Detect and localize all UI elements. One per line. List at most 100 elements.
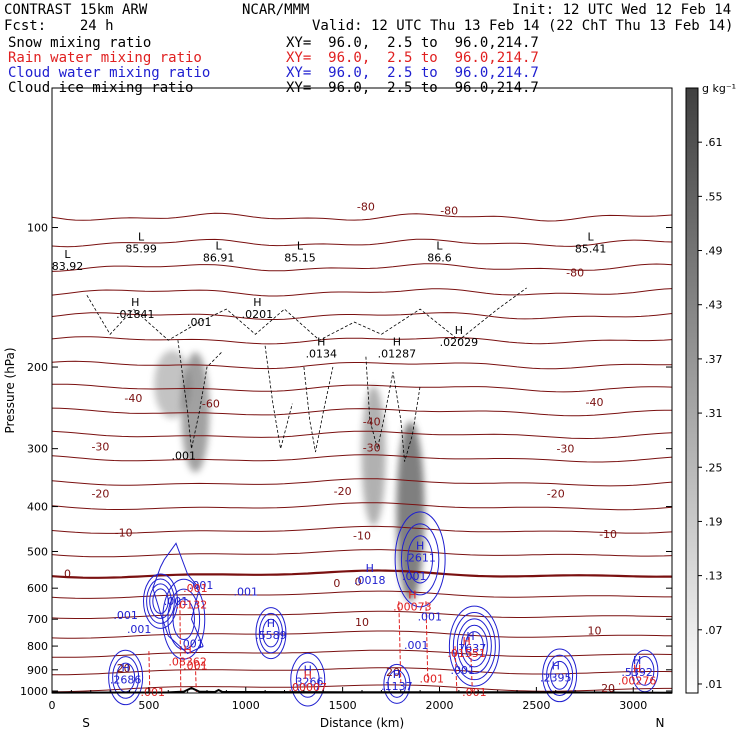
temperature-label-20: 10 — [355, 616, 369, 629]
temperature-label-8: -30 — [91, 441, 109, 454]
rain-water-extremum-type-4: H — [304, 669, 312, 682]
cloud-water-contour-3-2 — [400, 523, 440, 596]
rain-water-contour-3 — [194, 665, 197, 693]
x-tick-label-1: 0 — [49, 699, 56, 712]
snow-ice-extremum-type-10: H — [393, 335, 401, 348]
temperature-label-14: -10 — [115, 526, 133, 539]
cloud-water-contour-4-2 — [258, 612, 284, 654]
snow-ice-extremum-type-8: H — [253, 296, 261, 309]
snow-ice-extremum-value-6: 85.41 — [575, 243, 607, 256]
x-tick-label-6: 2500 — [522, 699, 550, 712]
x-tick-label-7: 3000 — [619, 699, 647, 712]
snow-shade-plume-3 — [361, 385, 386, 526]
cloud-water-contour-5-1 — [448, 605, 500, 687]
snow-ice-extremum-type-9: H — [317, 335, 325, 348]
snow-ice-extremum-type-7: H — [131, 296, 139, 309]
colorbar-tick-label-7: .37 — [705, 353, 723, 366]
cloud-water-extremum-value-8: .2395 — [540, 671, 572, 684]
forecast-hour: Fcst: 24 h — [4, 18, 114, 34]
colorbar-tick-label-8: .43 — [705, 299, 723, 312]
cloud-water-contour-6-2 — [112, 656, 140, 699]
temperature-label-4: -60 — [202, 398, 220, 411]
colorbar-tick-label-9: .49 — [705, 245, 723, 258]
y-tick-label-6: 600 — [27, 582, 48, 595]
snow-ice-contours — [86, 287, 527, 462]
cloud-water-extremum-value-18: .001 — [189, 579, 214, 592]
y-tick-label-3: 300 — [27, 443, 48, 456]
snow-ice-extremum-value-5: 86.6 — [427, 252, 452, 265]
temperature-contour-line-11 — [51, 454, 673, 463]
cloud-water-contour-10-2 — [635, 656, 655, 686]
cloud-water-contour-5-3 — [456, 618, 492, 674]
title-center: NCAR/MMM — [242, 2, 310, 18]
temperature-label-23: 20 — [386, 666, 400, 679]
cloud-water-extremum-value-16: .001 — [404, 639, 429, 652]
temperature-contour-line-13 — [51, 502, 673, 511]
y-tick-label-8: 800 — [27, 640, 48, 653]
cloud-water-extremum-type-7: H — [393, 668, 401, 681]
temperature-label-12: -20 — [334, 485, 352, 498]
rain-water-contour-1 — [148, 651, 151, 693]
temperature-contour-line-3 — [51, 263, 673, 272]
cloud-water-extremum-type-4: H — [466, 630, 474, 643]
snow-ice-contour-3 — [365, 356, 421, 462]
cloud-water-extremum-value-3: .5589 — [255, 629, 287, 642]
x-end-label-south: S — [82, 716, 90, 730]
y-tick-label-9: 900 — [27, 664, 48, 677]
cloud-water-extremum-value-10: .001 — [113, 609, 138, 622]
temperature-contour-line-17 — [51, 590, 672, 599]
snow-ice-extremum-value-7: .01841 — [116, 308, 155, 321]
field-xy-snow: XY= 96.0, 2.5 to 96.0,214.7 — [286, 35, 539, 51]
temperature-contour-line-22 — [51, 684, 672, 693]
snow-ice-extremum-value-1: 83.92 — [52, 260, 84, 273]
cloud-water-extremum-value-11: .001 — [127, 623, 152, 636]
cloud-water-contour-4-1 — [255, 607, 287, 660]
temperature-label-11: -20 — [91, 488, 109, 501]
plot-frame — [51, 87, 673, 694]
y-tick-label-10: 1000 — [20, 685, 48, 698]
snow-ice-extremum-type-4: L — [297, 240, 304, 253]
temperature-contour-line-10 — [51, 430, 673, 440]
colorbar-tick-label-3: .13 — [705, 570, 723, 583]
snow-ice-extremum-value-4: 85.15 — [284, 252, 316, 265]
x-end-label-north: N — [656, 716, 665, 730]
temperature-label-19: 0 — [355, 575, 362, 588]
cloud-water-contour-9-1 — [542, 648, 578, 703]
temperature-contour-line-5 — [51, 312, 673, 320]
rain-water-extremum-value-2: .08362 — [168, 655, 207, 668]
cloud-water-contours — [108, 511, 659, 707]
cloud-water-contour-3-3 — [407, 535, 434, 584]
snow-ice-extremum-type-11: H — [455, 324, 463, 337]
x-axis-title: Distance (km) — [320, 716, 404, 730]
cloud-water-contour-5-5 — [464, 631, 484, 661]
temperature-label-5: -40 — [124, 392, 142, 405]
cloud-water-contour-3-1 — [394, 511, 446, 608]
cloud-water-contour-7-1 — [290, 652, 326, 707]
temperature-contour-line-15 — [51, 549, 673, 558]
y-axis-title: Pressure (hPa) — [3, 347, 17, 433]
cloud-water-extremum-type-9: H — [633, 654, 641, 667]
temperature-contour-line-19 — [51, 630, 673, 639]
temperature-label-6: -40 — [363, 415, 381, 428]
cloud-water-contour-8-2 — [387, 669, 407, 698]
snow-ice-extremum-value-13: .001 — [172, 449, 197, 462]
temperature-label-21: 10 — [588, 624, 602, 637]
cloud-water-extremum-value-7: .1137 — [381, 680, 413, 693]
rain-water-extremum-type-2: H — [183, 643, 191, 656]
y-tick-label-5: 500 — [27, 545, 48, 558]
valid-time: Valid: 12 UTC Thu 13 Feb 14 (22 ChT Thu … — [312, 18, 734, 34]
x-tick-label-5: 2000 — [426, 699, 454, 712]
temperature-contour-line-12 — [51, 478, 673, 487]
cloud-water-extremum-type-2: H — [416, 539, 424, 552]
cloud-water-extremum-value-13: .001 — [179, 638, 204, 651]
rain-water-contour-6 — [454, 646, 458, 693]
snow-ice-extremum-value-12: .001 — [187, 316, 212, 329]
rain-water-extremum-value-7: .001 — [183, 659, 208, 672]
cloud-water-contour-2-3 — [172, 598, 195, 641]
rain-water-contour-7 — [470, 646, 473, 693]
colorbar-tick-label-10: .55 — [705, 190, 723, 203]
temperature-label-7: -40 — [586, 396, 604, 409]
temperature-contour-line-9 — [51, 407, 672, 417]
